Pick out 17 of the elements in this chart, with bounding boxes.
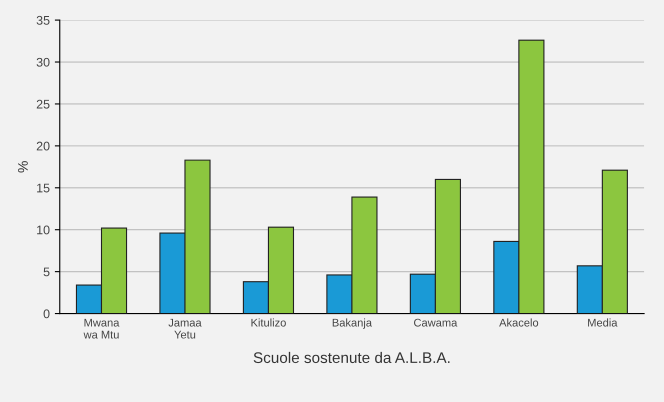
x-tick-label: Akacelo <box>499 318 538 327</box>
y-tick-label: 15 <box>37 184 50 192</box>
x-tick-label: Jamaa Yetu <box>168 318 202 339</box>
x-tick-label: Media <box>588 318 618 327</box>
y-tick-label: 25 <box>36 100 50 109</box>
y-tick-label: 30 <box>36 58 50 67</box>
y-tick-label: 5 <box>44 268 50 276</box>
x-tick-label: Kitulizo <box>251 318 286 327</box>
y-tick-label: 35 <box>36 16 50 25</box>
x-tick-label: Bakanja <box>332 318 372 329</box>
y-tick-label: 0 <box>44 309 50 318</box>
x-tick-label: Mwana wa Mtu <box>84 318 120 339</box>
y-axis-title: % <box>18 161 28 173</box>
x-tick-label: Cawama <box>414 318 458 327</box>
y-tick-label: 20 <box>36 142 50 151</box>
x-axis-title: Scuole sostenute da A.L.B.A. <box>254 352 450 364</box>
y-tick-label: 10 <box>37 226 50 234</box>
